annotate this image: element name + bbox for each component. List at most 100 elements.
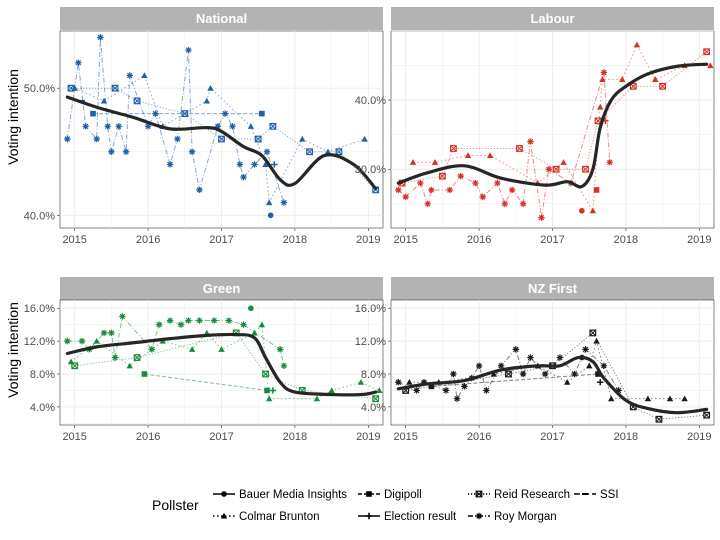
data-point — [579, 207, 585, 214]
data-point — [185, 46, 192, 54]
data-point — [266, 395, 273, 402]
data-point — [166, 161, 174, 168]
data-point — [262, 161, 269, 168]
y-tick-national: 40.0% — [24, 210, 55, 222]
data-point — [141, 371, 148, 377]
data-point — [406, 379, 413, 385]
data-point — [251, 329, 258, 336]
legend-key-marker — [475, 512, 483, 520]
data-point — [280, 362, 288, 369]
data-point — [93, 337, 100, 344]
x-tick-labour: 2016 — [467, 234, 491, 246]
y-tick-nz-first: 16.0% — [355, 303, 386, 315]
legend: Pollster Bauer Media Insights Colmar Brun… — [152, 489, 619, 523]
data-point — [376, 387, 383, 394]
data-point — [166, 317, 174, 324]
data-point — [490, 370, 497, 377]
data-point — [240, 173, 247, 181]
legend-label: Roy Morgan — [494, 511, 557, 523]
x-tick-national: 2019 — [356, 234, 380, 246]
data-point — [207, 84, 214, 91]
data-point — [438, 172, 446, 180]
data-point — [516, 145, 523, 152]
strip-label-nz-first: NZ First — [528, 281, 578, 296]
data-point — [372, 395, 380, 403]
x-tick-labour: 2015 — [393, 234, 417, 246]
data-point — [210, 317, 218, 324]
legend-entry-bauer-media-insights: Bauer Media Insights — [213, 489, 347, 501]
y-axis-title-top: Voting intention — [5, 69, 21, 165]
data-point — [188, 148, 196, 155]
x-tick-green: 2017 — [209, 431, 233, 443]
x-tick-national: 2018 — [283, 234, 307, 246]
legend-title: Pollster — [152, 497, 199, 513]
data-point — [218, 135, 225, 143]
data-point — [108, 148, 115, 155]
data-point — [595, 371, 601, 377]
legend-label: Reid Research — [494, 489, 570, 501]
data-point — [93, 135, 100, 143]
data-point — [263, 148, 271, 155]
data-point — [450, 370, 457, 378]
data-point — [457, 172, 464, 180]
data-point — [277, 346, 284, 353]
data-point — [505, 370, 512, 378]
data-point — [78, 337, 86, 345]
data-point — [652, 76, 659, 82]
legend-entry-ssi: SSI — [574, 489, 619, 501]
data-point — [541, 370, 549, 378]
data-point — [417, 179, 424, 187]
data-point — [483, 387, 490, 394]
data-point — [582, 165, 589, 173]
data-point — [703, 411, 711, 419]
data-point — [428, 186, 435, 194]
data-point — [251, 161, 258, 168]
data-point — [144, 123, 152, 130]
data-point — [431, 159, 439, 165]
data-point — [71, 84, 78, 91]
x-tick-nz-first: 2018 — [614, 431, 638, 443]
x-tick-nz-first: 2015 — [393, 431, 417, 443]
y-tick-green: 8.0% — [30, 369, 55, 381]
data-point — [174, 135, 181, 143]
data-point — [589, 329, 597, 337]
data-point — [126, 362, 133, 369]
data-point — [655, 415, 663, 423]
x-tick-labour: 2018 — [614, 234, 638, 246]
data-point — [497, 362, 505, 369]
data-point — [395, 379, 402, 386]
strip-label-green: Green — [203, 281, 241, 296]
data-point — [299, 135, 306, 142]
y-tick-nz-first: 12.0% — [355, 336, 386, 348]
data-point — [666, 395, 674, 402]
x-tick-labour: 2017 — [540, 234, 564, 246]
data-point — [659, 82, 667, 90]
data-point — [258, 321, 266, 328]
trend-line-nz-first — [396, 355, 709, 415]
data-point — [254, 135, 262, 143]
y-tick-nz-first: 4.0% — [361, 402, 386, 414]
data-point — [133, 97, 141, 105]
data-point — [328, 387, 335, 394]
data-point — [100, 329, 108, 337]
data-point — [519, 200, 527, 208]
legend-entry-election-result: Election result — [358, 511, 457, 523]
x-tick-national: 2016 — [136, 234, 160, 246]
strip-national — [60, 7, 383, 30]
data-point — [97, 34, 104, 41]
data-point — [266, 199, 273, 206]
data-point — [324, 148, 332, 155]
strip-label-labour: Labour — [530, 11, 574, 26]
data-point — [545, 166, 553, 173]
data-point — [141, 72, 148, 79]
data-point — [597, 379, 604, 386]
data-point — [409, 159, 417, 165]
data-point — [615, 387, 622, 394]
panel-green: Green 4.0% 8.0% 12.0% 16.0% 2015 2016 2017 2018 2… — [24, 277, 384, 443]
data-point — [464, 152, 472, 158]
series-line-digipoll — [144, 373, 268, 391]
y-tick-green: 12.0% — [24, 336, 55, 348]
data-point — [527, 138, 534, 145]
